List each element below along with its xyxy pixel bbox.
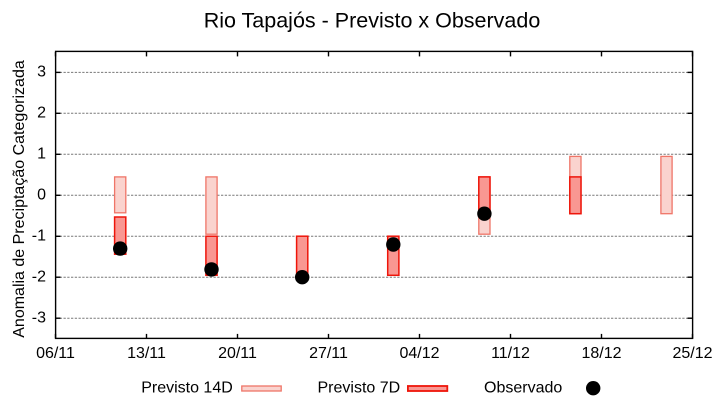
svg-text:-2: -2 [32, 268, 46, 285]
svg-text:Previsto 7D: Previsto 7D [318, 380, 401, 397]
svg-text:04/12: 04/12 [399, 345, 439, 362]
svg-text:0: 0 [37, 186, 46, 203]
svg-text:13/11: 13/11 [127, 345, 166, 362]
svg-text:Rio Tapajós - Previsto x Obser: Rio Tapajós - Previsto x Observado [204, 9, 541, 33]
svg-text:11/12: 11/12 [491, 345, 530, 362]
svg-text:2: 2 [37, 104, 46, 121]
svg-text:-1: -1 [32, 227, 46, 244]
svg-text:Previsto 14D: Previsto 14D [141, 380, 233, 397]
svg-text:27/11: 27/11 [309, 345, 348, 362]
svg-text:06/11: 06/11 [36, 345, 75, 362]
svg-text:1: 1 [37, 145, 46, 162]
svg-text:25/12: 25/12 [672, 345, 712, 362]
svg-text:Observado: Observado [484, 380, 562, 397]
svg-text:20/11: 20/11 [218, 345, 257, 362]
svg-text:3: 3 [37, 64, 46, 81]
svg-text:18/12: 18/12 [581, 345, 621, 362]
svg-text:Anomalia de Preciptação Catego: Anomalia de Preciptação Categorizada [11, 60, 28, 338]
svg-text:-3: -3 [32, 309, 46, 326]
